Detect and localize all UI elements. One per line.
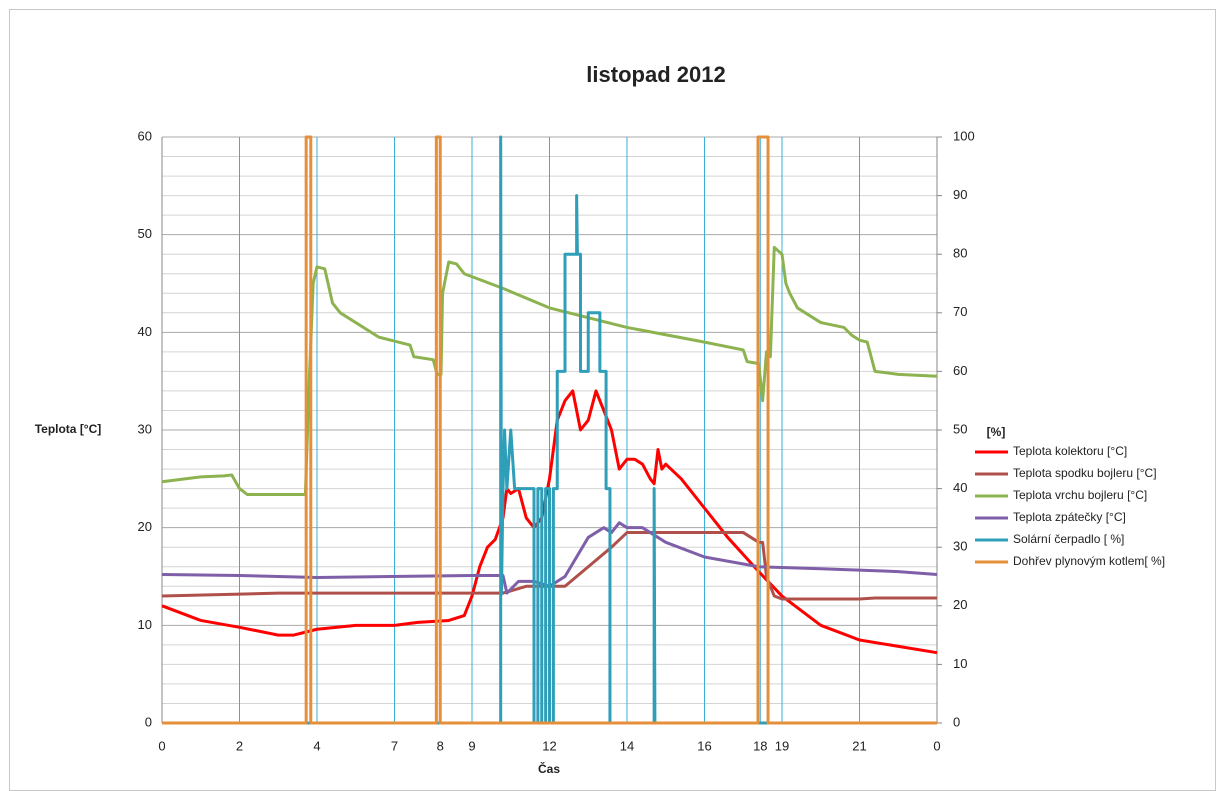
y2-tick-label: 10 [953, 656, 967, 671]
y-tick-label: 30 [138, 421, 152, 436]
x-tick-label: 14 [620, 738, 634, 753]
y-tick-label: 60 [138, 128, 152, 143]
y-tick-label: 0 [145, 714, 152, 729]
x-tick-label: 0 [933, 738, 940, 753]
y-tick-label: 10 [138, 617, 152, 632]
y2-axis-title: [%] [987, 425, 1006, 439]
y-tick-label: 50 [138, 226, 152, 241]
series-line [161, 389, 938, 655]
legend-label: Teplota zpátečky [°C] [1013, 510, 1126, 524]
y2-tick-label: 100 [953, 128, 975, 143]
x-tick-label: 12 [542, 738, 556, 753]
y2-tick-label: 20 [953, 597, 967, 612]
x-tick-label: 4 [313, 738, 320, 753]
y2-tick-label: 40 [953, 480, 967, 495]
legend-label: Teplota kolektoru [°C] [1013, 444, 1127, 458]
y2-tick-label: 30 [953, 539, 967, 554]
y2-tick-label: 50 [953, 421, 967, 436]
chart-title: listopad 2012 [586, 62, 725, 87]
y2-tick-label: 90 [953, 187, 967, 202]
legend-label: Teplota spodku bojleru [°C] [1013, 466, 1157, 480]
x-tick-label: 8 [437, 738, 444, 753]
y-tick-label: 40 [138, 324, 152, 339]
y-axis-title: Teplota [°C] [35, 422, 102, 436]
y2-tick-label: 70 [953, 304, 967, 319]
chart-frame [9, 9, 1216, 791]
x-tick-label: 9 [468, 738, 475, 753]
series-line [161, 531, 937, 601]
x-tick-label: 7 [391, 738, 398, 753]
x-tick-label: 2 [236, 738, 243, 753]
x-tick-label: 18 [753, 738, 767, 753]
y-tick-label: 20 [138, 519, 152, 534]
y2-tick-label: 0 [953, 714, 960, 729]
legend-label: Solární čerpadlo [ %] [1013, 532, 1124, 546]
series-line [162, 135, 937, 725]
x-tick-label: 0 [158, 738, 165, 753]
series-line [161, 245, 938, 496]
x-tick-label: 21 [852, 738, 866, 753]
x-tick-label: 16 [697, 738, 711, 753]
x-axis-title: Čas [538, 761, 560, 776]
y2-tick-label: 60 [953, 363, 967, 378]
legend-label: Dohřev plynovým kotlem[ %] [1013, 554, 1165, 568]
series-line [161, 521, 938, 595]
x-tick-label: 19 [775, 738, 789, 753]
legend-label: Teplota vrchu bojleru [°C] [1013, 488, 1147, 502]
y2-tick-label: 80 [953, 246, 967, 261]
series-line [162, 135, 937, 725]
